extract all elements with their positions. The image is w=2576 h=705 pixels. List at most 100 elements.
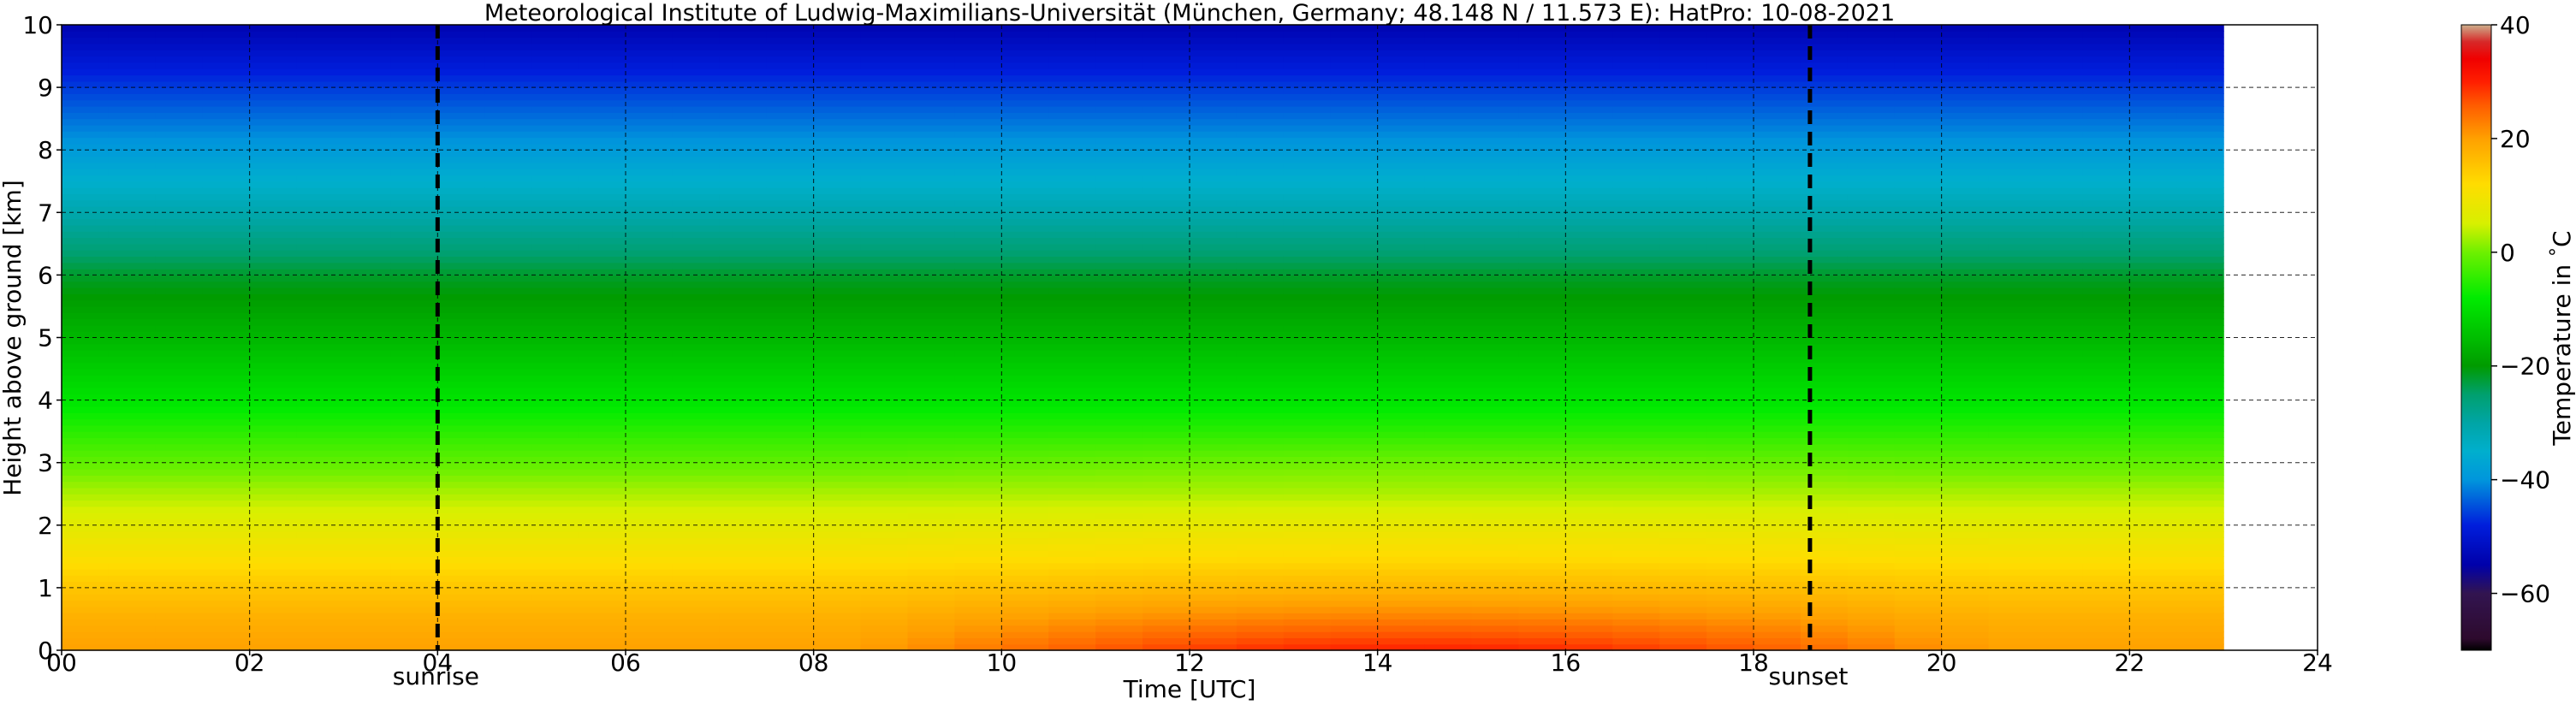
heatmap-cell — [1095, 243, 1143, 251]
heatmap-cell — [2082, 613, 2130, 620]
heatmap-cell — [249, 99, 298, 107]
heatmap-cell — [1518, 568, 1566, 576]
heatmap-cell — [719, 131, 768, 139]
heatmap-cell — [1894, 500, 1943, 507]
heatmap-cell — [1518, 269, 1566, 275]
heatmap-cell — [954, 43, 1002, 50]
heatmap-cell — [1706, 600, 1754, 607]
heatmap-cell — [1988, 50, 2037, 57]
heatmap-cell — [1941, 431, 1990, 439]
heatmap-cell — [437, 518, 485, 526]
heatmap-cell — [1471, 218, 1520, 226]
heatmap-cell — [1377, 262, 1426, 270]
heatmap-cell — [766, 587, 815, 595]
heatmap-cell — [1377, 375, 1426, 382]
heatmap-cell — [907, 181, 956, 188]
heatmap-cell — [1565, 175, 1613, 182]
heatmap-cell — [626, 143, 674, 151]
heatmap-cell — [1190, 643, 1238, 651]
heatmap-cell — [672, 637, 721, 645]
heatmap-cell — [2035, 487, 2084, 495]
heatmap-cell — [2129, 437, 2177, 445]
y-tick-label: 10 — [22, 11, 53, 39]
heatmap-cell — [1236, 80, 1285, 88]
heatmap-cell — [1847, 494, 1896, 501]
heatmap-cell — [484, 619, 532, 626]
heatmap-cell — [1565, 31, 1613, 39]
heatmap-cell — [626, 37, 674, 44]
heatmap-cell — [1283, 50, 1332, 57]
heatmap-cell — [1800, 356, 1849, 364]
heatmap-cell — [1330, 518, 1379, 526]
heatmap-cell — [813, 475, 862, 483]
heatmap-cell — [719, 137, 768, 145]
heatmap-cell — [296, 418, 345, 426]
heatmap-cell — [1330, 637, 1379, 645]
heatmap-cell — [2176, 74, 2224, 82]
heatmap-cell — [1001, 87, 1049, 95]
heatmap-cell — [954, 619, 1002, 626]
heatmap-cell — [719, 118, 768, 126]
heatmap-cell — [1095, 312, 1143, 320]
heatmap-cell — [1095, 369, 1143, 376]
heatmap-cell — [531, 218, 579, 226]
heatmap-cell — [1800, 281, 1849, 288]
heatmap-cell — [437, 287, 485, 294]
heatmap-cell — [390, 224, 438, 232]
heatmap-cell — [719, 387, 768, 394]
heatmap-cell — [766, 212, 815, 220]
heatmap-cell — [1048, 224, 1096, 232]
heatmap-cell — [2176, 337, 2224, 345]
heatmap-cell — [1518, 331, 1566, 339]
heatmap-cell — [1612, 150, 1660, 157]
heatmap-cell — [437, 131, 485, 139]
heatmap-cell — [1565, 324, 1613, 332]
heatmap-cell — [1190, 243, 1238, 251]
heatmap-cell — [1754, 437, 1801, 445]
heatmap-cell — [1283, 387, 1332, 394]
heatmap-cell — [1612, 56, 1660, 63]
heatmap-cell — [343, 443, 392, 451]
heatmap-cell — [1143, 131, 1190, 139]
heatmap-cell — [1048, 181, 1096, 188]
heatmap-cell — [2129, 124, 2177, 132]
heatmap-cell — [155, 187, 204, 194]
heatmap-cell — [155, 350, 204, 358]
heatmap-cell — [343, 512, 392, 520]
heatmap-cell — [155, 625, 204, 632]
heatmap-cell — [1518, 175, 1566, 182]
heatmap-cell — [343, 287, 392, 294]
heatmap-cell — [1471, 487, 1520, 495]
heatmap-cell — [531, 106, 579, 113]
heatmap-cell — [2176, 231, 2224, 239]
heatmap-cell — [437, 181, 485, 188]
heatmap-cell — [1988, 369, 2037, 376]
heatmap-cell — [1048, 369, 1096, 376]
heatmap-cell — [1095, 469, 1143, 476]
heatmap-cell — [437, 93, 485, 101]
heatmap-cell — [1377, 481, 1426, 489]
heatmap-cell — [62, 556, 110, 564]
heatmap-cell — [579, 431, 626, 439]
heatmap-cell — [108, 556, 157, 564]
heatmap-cell — [1518, 99, 1566, 107]
heatmap-cell — [1330, 243, 1379, 251]
heatmap-cell — [62, 218, 110, 226]
heatmap-cell — [579, 400, 626, 407]
heatmap-cell — [1095, 400, 1143, 407]
heatmap-cell — [1048, 212, 1096, 220]
heatmap-cell — [155, 631, 204, 638]
heatmap-cell — [62, 187, 110, 194]
heatmap-cell — [719, 224, 768, 232]
heatmap-cell — [484, 199, 532, 207]
heatmap-cell — [2129, 237, 2177, 245]
heatmap-cell — [249, 175, 298, 182]
heatmap-cell — [813, 600, 862, 607]
heatmap-cell — [1800, 293, 1849, 301]
heatmap-cell — [1894, 524, 1943, 532]
heatmap-cell — [1565, 87, 1613, 95]
heatmap-cell — [1330, 181, 1379, 188]
heatmap-cell — [860, 631, 909, 638]
heatmap-cell — [1424, 475, 1473, 483]
